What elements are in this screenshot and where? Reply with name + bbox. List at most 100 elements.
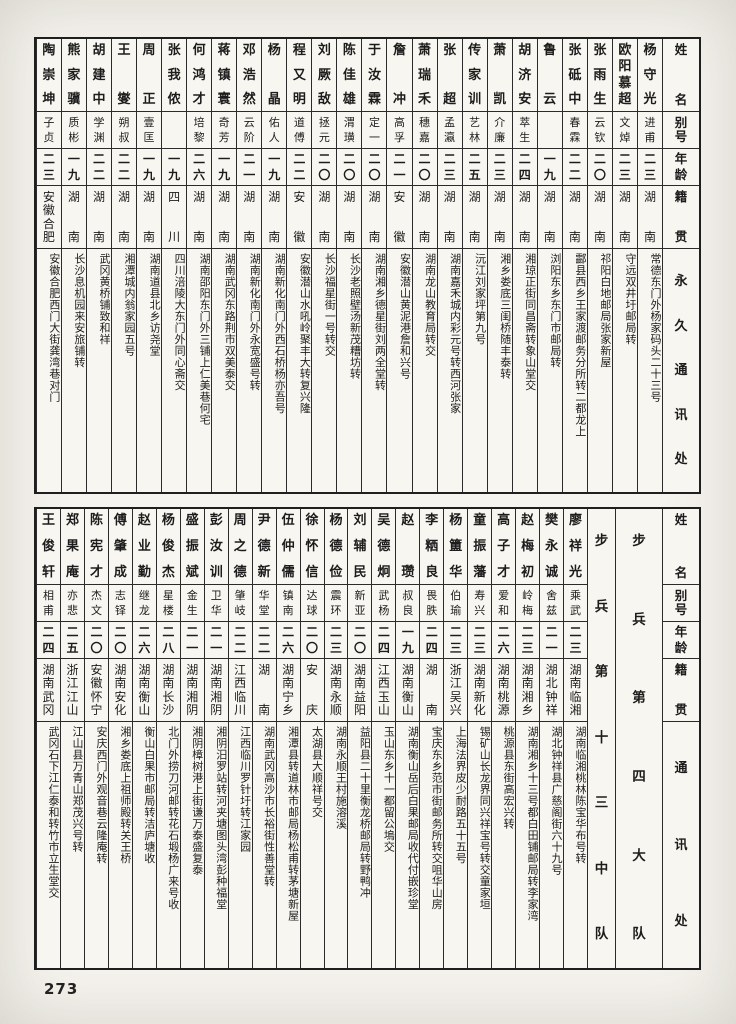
entry-alias: 拯元 bbox=[312, 112, 337, 149]
entry-name: 詹冲 bbox=[387, 39, 412, 112]
entry-address: 安徽潜山水吼岭聚丰大转复兴隆 bbox=[298, 253, 312, 414]
entry-address: 守远双井圩邮局转 bbox=[623, 253, 637, 345]
entry-address: 湖南衡山岳后白果邮局收代付嵌珍堂 bbox=[406, 726, 420, 910]
header-address: 永久通讯处 bbox=[674, 274, 688, 467]
entry-address: 湘潭县转道林市邮局杨松甫转茅塘新屋 bbox=[286, 726, 300, 922]
entry-name: 赵业勤 bbox=[132, 509, 156, 585]
entry-name: 张砥中 bbox=[562, 39, 587, 112]
entry-address: 湖南道县北乡访尧堂 bbox=[148, 253, 162, 357]
entry-address: 衡山白果市邮局转洁庐塘收 bbox=[142, 726, 156, 864]
entry-age: 二〇 bbox=[84, 622, 108, 659]
entry-origin: 湖南 bbox=[187, 186, 212, 249]
roster-entry-column: 蒋镇寰奇芳一九湖南湖南武冈东路荆市双美泰交 bbox=[211, 39, 237, 492]
entry-alias: 肇岐 bbox=[228, 585, 252, 622]
entry-origin: 湖南 bbox=[337, 186, 362, 249]
entry-age: 二三 bbox=[612, 149, 637, 186]
entry-address: 武冈黄桥铺致和祥 bbox=[97, 253, 111, 345]
entry-origin: 湖南 bbox=[462, 186, 487, 249]
entry-address: 安庆西门外观音巷云隆庵转 bbox=[94, 726, 108, 864]
entry-address: 湖南嘉禾城内彩元号转西河张家 bbox=[448, 253, 462, 414]
entry-name: 王燮 bbox=[111, 39, 137, 112]
roster-entry-column: 徐怀信达球二〇安庆太湖县大顺祥号交 bbox=[299, 509, 324, 968]
entry-age: 二四 bbox=[37, 622, 61, 659]
entry-alias: 培黎 bbox=[187, 112, 212, 149]
entry-name: 郑果庵 bbox=[61, 509, 84, 585]
entry-alias: 质彬 bbox=[61, 112, 86, 149]
entry-alias: 岭梅 bbox=[516, 585, 540, 622]
entry-origin: 湖南湘阴 bbox=[204, 659, 228, 722]
entry-name: 赵瓒 bbox=[396, 509, 420, 585]
entry-address: 北门外捞刀河邮转花石塅杨广来号收 bbox=[166, 726, 180, 910]
page-number: 273 bbox=[44, 980, 79, 998]
entry-alias: 卫华 bbox=[204, 585, 228, 622]
entry-address: 玉山东乡十一都留公塢交 bbox=[382, 726, 396, 853]
entry-alias: 佑人 bbox=[262, 112, 287, 149]
entry-alias: 达球 bbox=[300, 585, 324, 622]
entry-age: 一九 bbox=[537, 149, 562, 186]
entry-name: 张超 bbox=[437, 39, 462, 112]
row-header-column: 姓名别号年龄籍贯永久通讯处 bbox=[662, 39, 699, 492]
entry-name: 刘辅民 bbox=[348, 509, 372, 585]
entry-name: 熊家骥 bbox=[61, 39, 86, 112]
entry-alias: 萃生 bbox=[512, 112, 537, 149]
entry-name: 彭汝训 bbox=[204, 509, 228, 585]
entry-name: 张我侬 bbox=[162, 39, 187, 112]
entry-origin: 安庆 bbox=[300, 659, 324, 722]
entry-alias: 震环 bbox=[324, 585, 348, 622]
entry-age: 二五 bbox=[61, 622, 84, 659]
entry-origin: 江西玉山 bbox=[372, 659, 396, 722]
roster-entry-column: 王燮朔叔二二湖南湘潭城内翁家园五号 bbox=[110, 39, 137, 492]
entry-age: 二〇 bbox=[108, 622, 132, 659]
entry-name: 徐怀信 bbox=[300, 509, 324, 585]
roster-entry-column: 何鸿才培黎二六湖南湖南邵阳东门外三铺上仁美巷何宅 bbox=[186, 39, 212, 492]
roster-entry-column: 杨晶佑人一九湖南湖南新化南门外西石桥杨亦吾号 bbox=[261, 39, 287, 492]
entry-age: 二四 bbox=[512, 149, 537, 186]
entry-origin: 江西临川 bbox=[228, 659, 252, 722]
entry-age: 二八 bbox=[156, 622, 180, 659]
entry-age: 二二 bbox=[287, 149, 312, 186]
entry-origin: 安徽怀宁 bbox=[84, 659, 108, 722]
roster-entry-column: 于汝霖定一二〇湖南湖南湘乡德星街刘两全堂转 bbox=[361, 39, 387, 492]
entry-address: 江西临川罗针圩转江家园 bbox=[238, 726, 252, 853]
roster-entry-column: 胡济安萃生二四湖南湘琼正街同昌斋转象山堂交 bbox=[511, 39, 537, 492]
entry-address: 上海法界皮少耐路五十五号 bbox=[454, 726, 468, 864]
entry-age: 一九 bbox=[137, 149, 162, 186]
entry-alias: 武杨 bbox=[372, 585, 396, 622]
roster-entry-column: 张砥中春霖二二湖南酃县西乡王家渡邮务分所转二都龙上 bbox=[561, 39, 587, 492]
entry-address: 长沙息机园来安旅铺转 bbox=[72, 253, 86, 368]
roster-entry-column: 周之德肇岐二二江西临川江西临川罗针圩转江家园 bbox=[227, 509, 252, 968]
entry-origin: 湖南 bbox=[487, 186, 512, 249]
entry-origin: 湖南武冈 bbox=[37, 659, 61, 722]
entry-alias: 杰文 bbox=[84, 585, 108, 622]
roster-entry-column: 郑果庵亦悲二五浙江江山江山县万青山郑茂兴号转 bbox=[60, 509, 84, 968]
entry-age: 二〇 bbox=[312, 149, 337, 186]
roster-entry-column: 邓浩然云阶二一湖南湖南新化南门外永宽盛号转 bbox=[236, 39, 262, 492]
roster-entry-column: 张雨生云钦二〇湖南祁阳白地邮局张家新屋 bbox=[586, 39, 612, 492]
entry-address: 湘乡娄底上祖师殿转关王桥 bbox=[118, 726, 132, 864]
entry-address: 江山县万青山郑茂兴号转 bbox=[70, 726, 84, 853]
entry-name: 廖祥光 bbox=[564, 509, 587, 585]
entry-name: 欧阳慕超 bbox=[612, 39, 637, 112]
entry-alias: 壹匡 bbox=[137, 112, 162, 149]
entry-alias: 伯瑜 bbox=[444, 585, 468, 622]
entry-address: 湖南龙山教育局转交 bbox=[423, 253, 437, 357]
entry-origin: 浙江吴兴 bbox=[444, 659, 468, 722]
entry-origin: 湖南 bbox=[562, 186, 587, 249]
roster-entry-column: 熊家骥质彬一九湖南长沙息机园来安旅铺转 bbox=[60, 39, 86, 492]
entry-alias: 云钦 bbox=[587, 112, 612, 149]
entry-age: 二二 bbox=[111, 149, 137, 186]
unit-label-column: 步兵第十三中队 bbox=[587, 509, 615, 968]
entry-alias: 乘武 bbox=[564, 585, 587, 622]
entry-origin: 湖南桃源 bbox=[492, 659, 516, 722]
entry-origin: 湖南 bbox=[412, 186, 437, 249]
entry-origin: 浙江江山 bbox=[61, 659, 84, 722]
entry-address: 长沙老照壁汤新茂糟坊转 bbox=[348, 253, 362, 380]
entry-address: 湘潭城内翁家园五号 bbox=[123, 253, 137, 357]
roster-entry-column: 张超孟瀛二三湖南湖南嘉禾城内彩元号转西河张家 bbox=[436, 39, 462, 492]
roster-entry-column: 周正壹匡一九湖南湖南道县北乡访尧堂 bbox=[136, 39, 162, 492]
entry-age: 二一 bbox=[237, 149, 262, 186]
roster-table-bottom: 姓名别号年龄籍贯通讯处 步兵第四大队 步兵第十三中队廖祥光乘武二三湖南临湘湖南临湘桃… bbox=[34, 507, 701, 970]
entry-age: 二三 bbox=[324, 622, 348, 659]
entry-age: 二三 bbox=[564, 622, 587, 659]
